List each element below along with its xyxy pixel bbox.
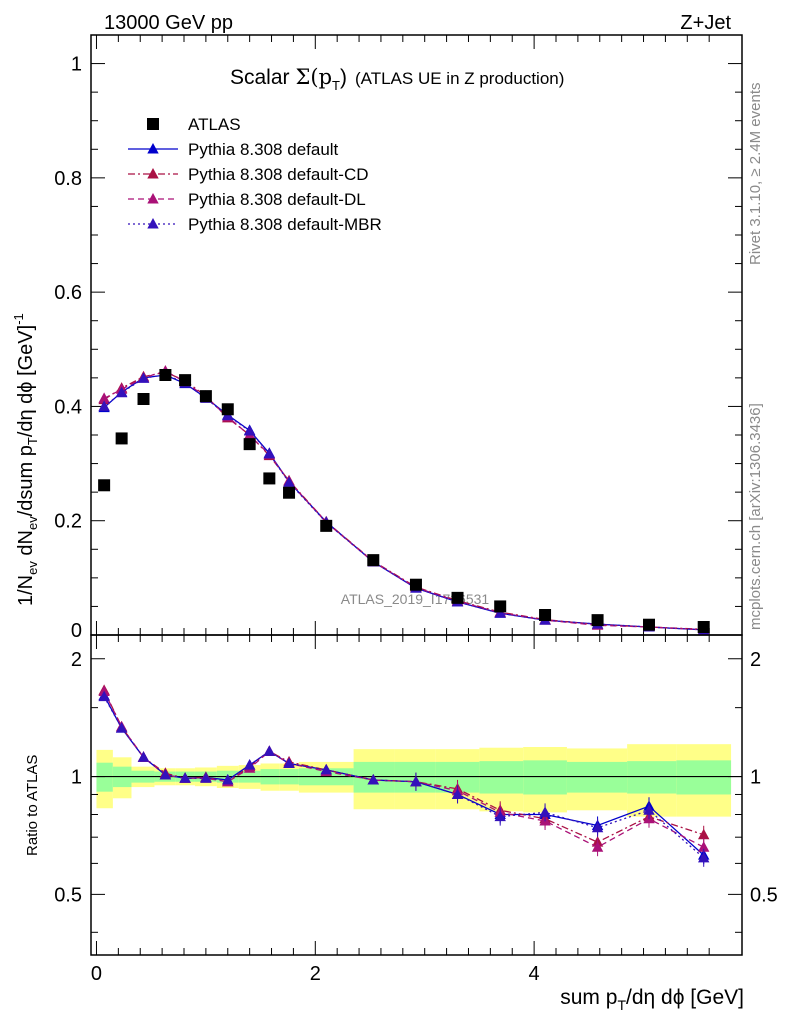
data-point bbox=[591, 614, 604, 627]
series-point bbox=[98, 400, 110, 411]
data-point bbox=[367, 554, 380, 567]
legend-marker bbox=[147, 193, 159, 204]
ratio-tick-label-right: 2 bbox=[750, 649, 761, 671]
data-point bbox=[320, 519, 333, 532]
y-tick-label: 0.2 bbox=[54, 511, 82, 533]
ratio-point bbox=[200, 772, 212, 783]
chart-title: Scalar Σ(pT) (ATLAS UE in Z production) bbox=[230, 65, 564, 93]
y-axis-label: 1/Nev dNev/dsum pT/dη dϕ [GeV]-1 bbox=[11, 313, 40, 606]
series-point bbox=[494, 607, 506, 618]
ratio-point bbox=[591, 841, 604, 852]
data-point bbox=[643, 618, 655, 631]
y-tick-label: 0.6 bbox=[54, 282, 82, 304]
legend-entry-label: Pythia 8.308 default-MBR bbox=[188, 215, 382, 234]
series-point bbox=[263, 447, 276, 459]
data-point bbox=[243, 438, 256, 451]
ratio-tick-label: 1 bbox=[71, 767, 82, 789]
ratio-point bbox=[698, 828, 710, 840]
y-tick-label: 0.8 bbox=[54, 168, 82, 190]
band-inner-bin bbox=[394, 761, 436, 793]
legend-marker bbox=[147, 168, 159, 179]
y-tick-label: 0.4 bbox=[54, 396, 82, 418]
y-tick-label: 0 bbox=[71, 620, 82, 642]
band-inner-bin bbox=[627, 761, 677, 794]
series-point bbox=[115, 386, 128, 398]
ratio-point bbox=[698, 841, 710, 852]
ratio-point bbox=[451, 788, 464, 799]
series-point bbox=[283, 476, 295, 487]
ratio-point bbox=[243, 759, 256, 770]
mcplots-label: mcplots.cern.ch [arXiv:1306.3436] bbox=[747, 403, 764, 630]
legend-marker bbox=[147, 118, 159, 130]
title-sigma: Σ(p bbox=[296, 65, 332, 89]
title-sub-t: T bbox=[332, 78, 340, 93]
ratio-point bbox=[698, 851, 710, 863]
ratio-point bbox=[643, 804, 655, 815]
data-point bbox=[494, 600, 507, 613]
main-panel: 0 0.2 0.4 0.6 0.8 1 bbox=[54, 34, 743, 955]
ratio-point bbox=[222, 773, 234, 785]
ratio-point bbox=[494, 810, 506, 822]
data-point bbox=[451, 591, 464, 604]
data-point bbox=[283, 486, 296, 499]
title-main: Scalar bbox=[230, 66, 290, 89]
data-point bbox=[409, 578, 422, 591]
ratio-tick-label-right: 1 bbox=[750, 767, 761, 789]
band-inner-bin bbox=[96, 762, 113, 792]
ratio-tick-label-right: 0.5 bbox=[750, 884, 778, 906]
series-point bbox=[243, 425, 256, 436]
y-tick-label: 1 bbox=[71, 54, 82, 76]
legend-entry-label: Pythia 8.308 default-CD bbox=[188, 165, 369, 184]
ratio-point bbox=[98, 690, 110, 702]
data-point bbox=[221, 403, 234, 416]
data-point bbox=[697, 621, 710, 633]
data-point bbox=[263, 472, 276, 485]
ratio-point bbox=[115, 722, 128, 733]
ratio-axis-label: Ratio to ATLAS bbox=[24, 755, 41, 856]
x-axis-label: sum pT/dη dϕ [GeV] bbox=[560, 986, 744, 1013]
data-point bbox=[98, 479, 111, 492]
data-point bbox=[159, 369, 172, 381]
band-inner-bin bbox=[676, 760, 732, 795]
process-label: Z+Jet bbox=[680, 12, 731, 34]
data-point bbox=[115, 432, 128, 445]
ratio-frame bbox=[90, 634, 743, 956]
ratio-point bbox=[159, 768, 172, 780]
ratio-point bbox=[263, 745, 276, 756]
ratio-point bbox=[591, 821, 604, 833]
legend-entry-label: Pythia 8.308 default-DL bbox=[188, 190, 366, 209]
legend-marker bbox=[147, 218, 159, 229]
x-tick-label: 0 bbox=[91, 963, 102, 985]
data-point bbox=[179, 374, 192, 387]
series-point bbox=[137, 372, 150, 383]
ratio-tick-label: 0.5 bbox=[54, 884, 82, 906]
title-extra: (ATLAS UE in Z production) bbox=[355, 69, 564, 88]
band-inner-bin bbox=[566, 761, 628, 793]
ratio-panel: 0 2 4 0.5 0.5 1 1 2 2 bbox=[54, 634, 778, 985]
x-tick-label: 2 bbox=[310, 963, 321, 985]
rivet-label: Rivet 3.1.10, ≥ 2.4M events bbox=[747, 83, 764, 266]
data-point bbox=[137, 393, 150, 405]
ratio-point bbox=[320, 763, 332, 775]
legend-entry-label: Pythia 8.308 default bbox=[188, 140, 339, 159]
ratio-point bbox=[179, 772, 191, 783]
energy-label: 13000 GeV pp bbox=[104, 12, 233, 34]
legend-marker bbox=[147, 143, 159, 154]
data-point bbox=[539, 609, 552, 621]
ratio-point bbox=[367, 773, 379, 785]
series-point bbox=[98, 392, 110, 403]
band-inner-bin bbox=[523, 760, 567, 795]
title-tail: ) bbox=[340, 66, 347, 89]
data-point bbox=[199, 390, 212, 403]
ratio-tick-label: 2 bbox=[71, 649, 82, 671]
ratio-point bbox=[137, 751, 150, 762]
band-inner-bin bbox=[479, 761, 524, 794]
x-tick-label: 4 bbox=[529, 963, 540, 985]
ratio-point bbox=[283, 757, 295, 768]
legend-entry-label: ATLAS bbox=[188, 115, 241, 134]
legend: ATLAS Pythia 8.308 default Pythia 8.308 de… bbox=[128, 115, 382, 234]
ratio-point bbox=[539, 806, 551, 817]
ratio-point bbox=[410, 775, 422, 787]
